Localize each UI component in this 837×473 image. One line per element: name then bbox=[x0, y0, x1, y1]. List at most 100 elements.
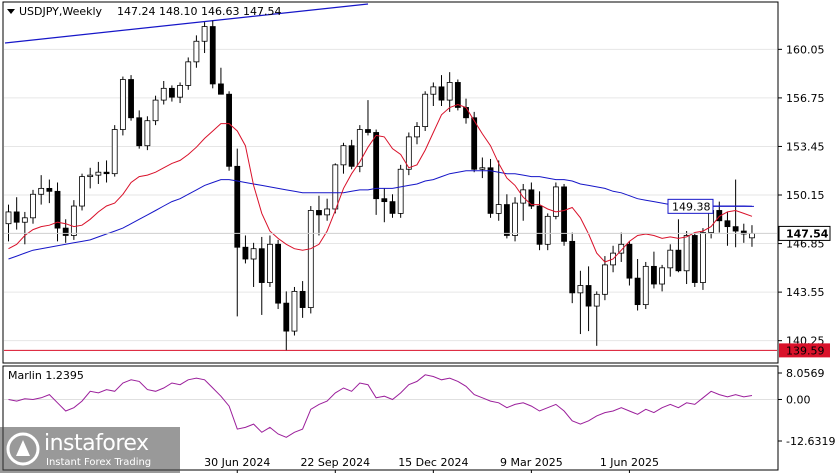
bull-candle-body bbox=[21, 217, 28, 223]
bear-candle-body bbox=[168, 87, 175, 98]
bull-candle-body bbox=[193, 40, 200, 63]
time-axis: 30 Jun 2024 22 Sep 2024 15 Dec 2024 9 Mar 2… bbox=[204, 456, 659, 473]
bear-candle-body bbox=[569, 240, 576, 294]
candle bbox=[242, 235, 249, 264]
candle bbox=[226, 91, 232, 171]
bull-candle-body bbox=[267, 243, 273, 283]
candle bbox=[70, 200, 77, 240]
bear-candle-body bbox=[487, 167, 494, 214]
bear-candle-body bbox=[389, 201, 396, 214]
support-price-box bbox=[779, 343, 830, 358]
bear-candle-body bbox=[651, 265, 657, 285]
bull-candle-body bbox=[512, 202, 518, 236]
bear-candle-body bbox=[136, 117, 143, 147]
candle bbox=[54, 182, 61, 242]
bull-candle-body bbox=[87, 174, 94, 178]
candle bbox=[422, 91, 429, 132]
bear-candle-body bbox=[226, 93, 232, 167]
candle bbox=[536, 191, 543, 251]
bull-candle-body bbox=[144, 120, 151, 147]
bull-candle-body bbox=[152, 99, 159, 122]
candle bbox=[299, 281, 306, 318]
candle bbox=[340, 142, 347, 174]
candle bbox=[503, 194, 510, 239]
bull-candle-body bbox=[5, 211, 12, 225]
bull-candle-body bbox=[405, 136, 412, 170]
candle bbox=[160, 80, 167, 105]
bull-candle-body bbox=[307, 210, 314, 308]
candle bbox=[144, 116, 151, 151]
candles bbox=[5, 20, 755, 351]
candle bbox=[21, 211, 28, 245]
candle bbox=[626, 241, 633, 286]
bull-candle-body bbox=[593, 293, 600, 307]
bear-candle-body bbox=[463, 107, 469, 119]
candle bbox=[38, 175, 45, 205]
candle bbox=[479, 157, 486, 179]
candle bbox=[316, 195, 322, 236]
time-tick-label: 22 Sep 2024 bbox=[300, 456, 370, 469]
price-tick-label: 156.75 bbox=[786, 92, 825, 105]
candle bbox=[634, 259, 641, 311]
candle bbox=[103, 160, 110, 183]
collapse-triangle-icon[interactable] bbox=[7, 9, 15, 14]
instaforex-logo-icon bbox=[6, 432, 40, 466]
oscillator-tick-label: -12.6319 bbox=[786, 435, 835, 448]
bear-candle-body bbox=[471, 117, 478, 170]
candle bbox=[275, 239, 282, 310]
bull-candle-body bbox=[700, 232, 706, 283]
bull-candle-body bbox=[119, 79, 126, 130]
candle bbox=[602, 256, 608, 301]
candle bbox=[356, 125, 363, 173]
bear-candle-body bbox=[54, 190, 61, 229]
candle bbox=[95, 161, 102, 184]
ma-callout-box bbox=[667, 198, 714, 214]
candle bbox=[593, 291, 600, 346]
candle bbox=[700, 228, 706, 290]
bear-candle-body bbox=[13, 211, 20, 223]
bear-candle-body bbox=[716, 210, 723, 222]
candle bbox=[651, 251, 657, 289]
candle bbox=[250, 242, 257, 287]
bear-candle-body bbox=[561, 186, 567, 242]
bear-candle-body bbox=[46, 187, 53, 192]
blue-moving-average bbox=[8, 170, 753, 260]
bear-candle-body bbox=[348, 145, 355, 167]
bear-candle-body bbox=[634, 277, 641, 306]
candle bbox=[111, 125, 118, 177]
bear-candle-body bbox=[258, 248, 265, 283]
price-tick-label: 150.15 bbox=[786, 189, 825, 202]
candle bbox=[79, 173, 85, 211]
candle bbox=[307, 206, 314, 314]
candle bbox=[512, 197, 518, 242]
candle bbox=[438, 75, 445, 106]
price-axis: 160.05156.75153.45150.15146.85143.55140.… bbox=[4, 43, 835, 448]
oscillator-tick-label: 8.0569 bbox=[786, 367, 825, 380]
candle bbox=[128, 75, 134, 121]
bear-candle-body bbox=[209, 26, 216, 85]
bear-candle-body bbox=[62, 227, 69, 236]
candle bbox=[405, 132, 412, 176]
candle bbox=[13, 197, 20, 230]
candle bbox=[324, 198, 331, 221]
bull-candle-body bbox=[618, 243, 625, 254]
candle bbox=[389, 194, 396, 218]
candle bbox=[495, 160, 502, 221]
upper-trendline bbox=[4, 3, 369, 44]
candle bbox=[724, 211, 731, 246]
candle bbox=[201, 22, 208, 54]
bear-candle-body bbox=[732, 226, 739, 232]
bull-candle-body bbox=[552, 186, 559, 217]
bull-candle-body bbox=[495, 204, 502, 214]
candle bbox=[414, 122, 420, 145]
candle bbox=[642, 261, 649, 310]
bear-candle-body bbox=[536, 205, 543, 245]
candle bbox=[732, 179, 739, 248]
bull-candle-body bbox=[446, 82, 453, 101]
bear-candle-body bbox=[691, 235, 698, 283]
candle bbox=[365, 100, 371, 136]
price-tick-label: 160.05 bbox=[786, 43, 825, 56]
candle bbox=[152, 95, 159, 126]
candle bbox=[569, 232, 576, 304]
bull-candle-body bbox=[250, 248, 257, 260]
